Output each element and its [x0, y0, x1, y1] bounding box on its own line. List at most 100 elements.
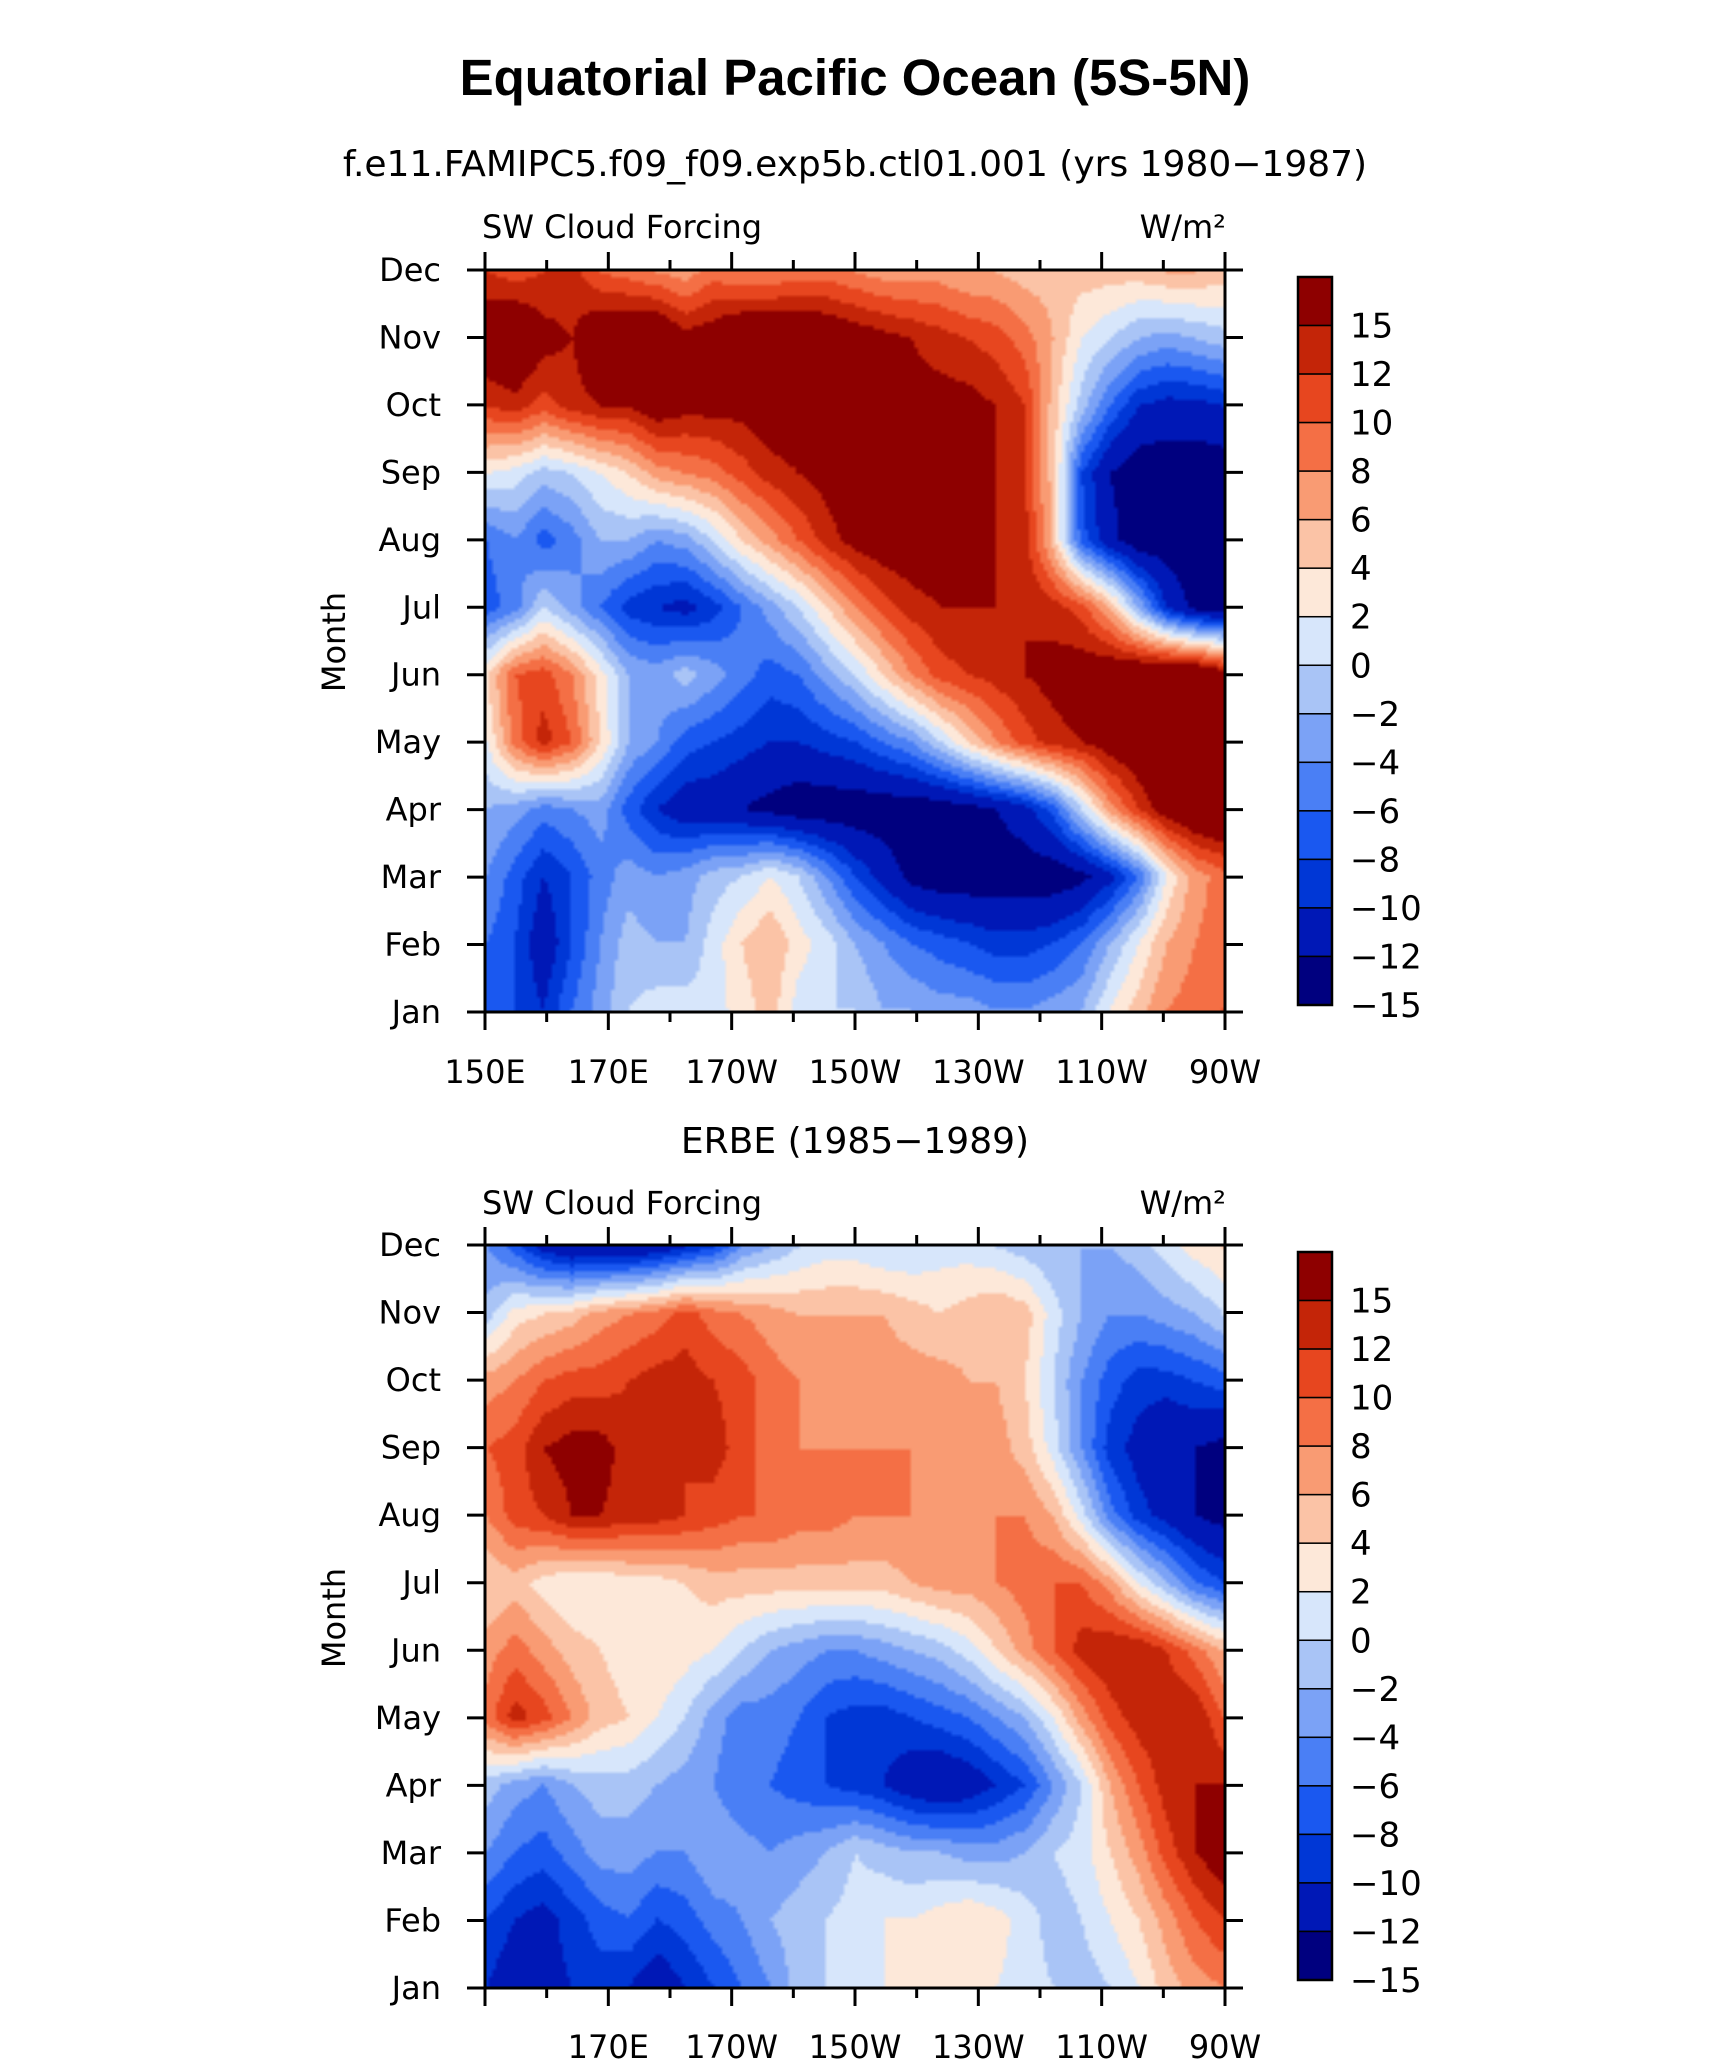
x-tick-label: 90W [1189, 1053, 1261, 1091]
colorbar-label: 8 [1350, 452, 1372, 492]
panel-erbe-contour-plot: Jan Feb Mar Apr May Jun Jul Aug Sep Oct Nov Dec 170E… [375, 1226, 1261, 2062]
colorbar-swatch [1297, 276, 1333, 327]
figure-title: Equatorial Pacific Ocean (5S-5N) [460, 49, 1251, 106]
y-tick-label: Jun [389, 1631, 441, 1669]
y-tick-label: Oct [386, 1361, 441, 1399]
y-tick-label: Jan [390, 1969, 441, 2007]
y-tick-label: Nov [379, 1294, 441, 1332]
panel-erbe-units-label: W/m² [1140, 1184, 1226, 1222]
x-tick-label: 150W [809, 2028, 902, 2062]
contour-field-image [485, 270, 1225, 1012]
x-tick-label: 170E [568, 2028, 649, 2062]
x-tick-label: 130W [932, 1053, 1025, 1091]
y-tick-label: Mar [381, 1834, 442, 1872]
colorbar-swatch [1297, 1348, 1333, 1399]
colorbar-label: −6 [1350, 792, 1400, 832]
colorbar-swatch [1297, 470, 1333, 521]
panel-erbe-subtitle: ERBE (1985−1989) [681, 1121, 1029, 1162]
panel-erbe: ERBE (1985−1989) SW Cloud Forcing W/m² M… [315, 1121, 1422, 2062]
panel-model: f.e11.FAMIPC5.f09_f09.exp5b.ctl01.001 (y… [315, 144, 1422, 1091]
colorbar-label: −8 [1350, 840, 1400, 880]
y-tick-label: Oct [386, 386, 441, 424]
colorbar-label: −10 [1350, 1864, 1422, 1904]
colorbar-label: −4 [1350, 743, 1400, 783]
colorbar-label: −15 [1350, 986, 1422, 1026]
y-tick-label: Jan [390, 993, 441, 1031]
colorbar-label: 0 [1350, 646, 1372, 686]
x-tick-label: 110W [1055, 1053, 1148, 1091]
panel-model-subtitle: f.e11.FAMIPC5.f09_f09.exp5b.ctl01.001 (y… [343, 144, 1367, 185]
colorbar-swatch [1297, 1542, 1333, 1593]
panel-erbe-variable-label: SW Cloud Forcing [482, 1184, 762, 1222]
panel-model-variable-label: SW Cloud Forcing [482, 208, 762, 246]
colorbar-swatch [1297, 1833, 1333, 1884]
y-tick-label: Jul [400, 1564, 441, 1602]
colorbar-swatch [1297, 373, 1333, 424]
colorbar-swatch [1297, 1299, 1333, 1350]
colorbar-label: 0 [1350, 1621, 1372, 1661]
y-tick-label: Nov [379, 318, 441, 356]
y-tick-label: Sep [381, 1429, 441, 1467]
y-tick-label: Dec [379, 251, 441, 289]
colorbar-swatch [1297, 858, 1333, 909]
colorbar-swatch [1297, 1688, 1333, 1739]
colorbar-swatch [1297, 567, 1333, 618]
colorbar-swatch [1297, 761, 1333, 812]
contour-field-image [485, 1245, 1225, 1988]
y-tick-label: Jun [389, 656, 441, 694]
colorbar-label: −2 [1350, 1670, 1400, 1710]
x-tick-label: 150W [809, 1053, 902, 1091]
x-tick-label: 170W [685, 1053, 778, 1091]
panel-model-colorbar: 15 12 10 8 6 4 2 0 −2 −4 −6 −8 −10 −12 −15 [1296, 275, 1422, 1026]
colorbar-swatch [1297, 324, 1333, 375]
colorbar-label: −10 [1350, 889, 1422, 929]
colorbar-swatch [1297, 907, 1333, 958]
colorbar-swatch [1297, 1493, 1333, 1544]
colorbar-label: 2 [1350, 1573, 1372, 1613]
panel-model-units-label: W/m² [1140, 208, 1226, 246]
colorbar-label: 6 [1350, 1476, 1372, 1516]
colorbar-label: −15 [1350, 1961, 1422, 2001]
panel-model-y-axis-label: Month [315, 592, 353, 692]
colorbar-swatch [1297, 1445, 1333, 1496]
colorbar-swatch [1297, 615, 1333, 667]
colorbar-swatch [1297, 955, 1333, 1006]
colorbar-label: −2 [1350, 695, 1400, 735]
colorbar-label: 15 [1350, 1282, 1393, 1322]
y-tick-label: Apr [386, 791, 442, 829]
panel-erbe-y-axis-label: Month [315, 1568, 353, 1668]
colorbar-swatch [1297, 421, 1333, 472]
colorbar-label: −6 [1350, 1767, 1400, 1807]
colorbar-label: 4 [1350, 1524, 1372, 1564]
colorbar-swatch [1297, 1396, 1333, 1447]
colorbar-label: −12 [1350, 1912, 1422, 1952]
colorbar-swatch [1297, 1882, 1333, 1933]
colorbar-swatch [1297, 518, 1333, 569]
colorbar-label: −12 [1350, 937, 1422, 977]
x-tick-label: 170E [568, 1053, 649, 1091]
panel-model-contour-plot: Jan Feb Mar Apr May Jun Jul Aug Sep Oct Nov Dec 150E… [375, 251, 1261, 1091]
colorbar-frame [1296, 275, 1334, 1007]
colorbar-frame [1296, 1250, 1334, 1982]
colorbar-label: 2 [1350, 598, 1372, 638]
colorbar-swatch [1297, 1930, 1333, 1981]
colorbar-label: 4 [1350, 549, 1372, 589]
y-tick-label: Aug [379, 1496, 441, 1534]
y-tick-label: Feb [384, 1901, 441, 1939]
y-tick-label: Sep [381, 453, 441, 491]
y-tick-label: Apr [386, 1766, 442, 1804]
x-tick-label: 110W [1055, 2028, 1148, 2062]
colorbar-label: 6 [1350, 501, 1372, 541]
colorbar-swatch [1297, 1639, 1333, 1690]
y-tick-label: Feb [384, 926, 441, 964]
y-tick-label: Aug [379, 521, 441, 559]
colorbar-swatch [1297, 664, 1333, 715]
colorbar-label: −4 [1350, 1718, 1400, 1758]
colorbar-label: −8 [1350, 1815, 1400, 1855]
colorbar-label: 10 [1350, 404, 1393, 444]
colorbar-label: 10 [1350, 1379, 1393, 1419]
panel-erbe-colorbar: 15 12 10 8 6 4 2 0 −2 −4 −6 −8 −10 −12 −15 [1296, 1250, 1422, 2001]
colorbar-label: 15 [1350, 307, 1393, 347]
x-tick-label: 130W [932, 2028, 1025, 2062]
